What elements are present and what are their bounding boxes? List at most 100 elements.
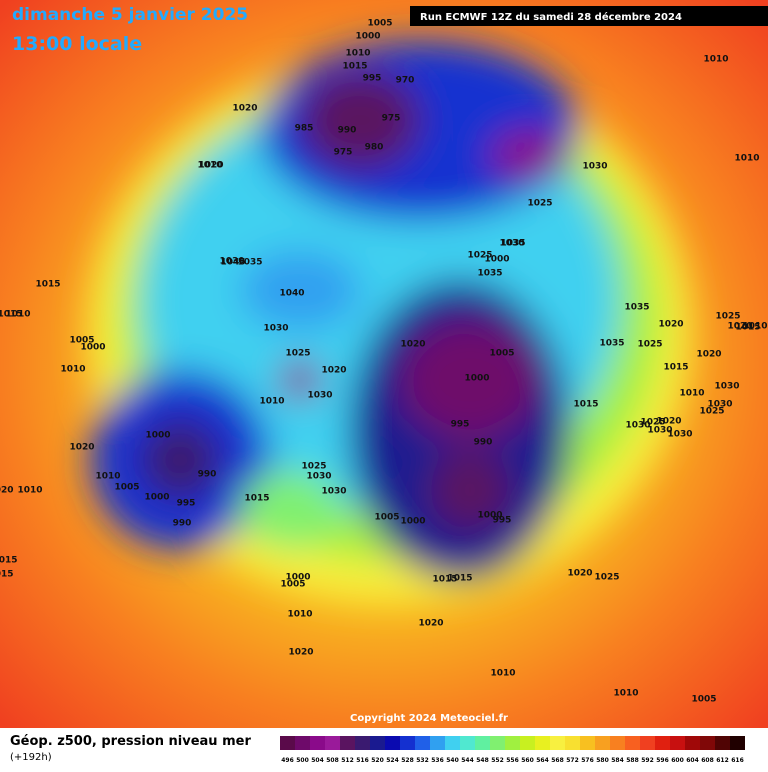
- scale-label: 612: [716, 757, 729, 764]
- scale-swatch: [415, 736, 430, 750]
- scale-swatch: [700, 736, 715, 750]
- scale-swatch: [355, 736, 370, 750]
- scale-swatch: [490, 736, 505, 750]
- scale-label: 556: [506, 757, 519, 764]
- pressure-label: 1030: [263, 324, 288, 334]
- scale-swatch: [655, 736, 670, 750]
- scale-swatch: [370, 736, 385, 750]
- pressure-label: 1020: [321, 366, 346, 376]
- pressure-label: 990: [474, 438, 493, 448]
- scale-swatch: [385, 736, 400, 750]
- scale-label: 616: [731, 757, 744, 764]
- scale-swatch: [580, 736, 595, 750]
- scale-swatch: [325, 736, 340, 750]
- pressure-label: 1040: [279, 289, 304, 299]
- pressure-label: 1010: [703, 55, 728, 65]
- color-scale: 496 500 504 508 512 516 520 524 528 532 536 540 544 5…: [280, 736, 745, 764]
- pressure-label: 985: [295, 124, 314, 134]
- pressure-label: 1015: [432, 575, 457, 585]
- time-title: 13:00 locale: [12, 33, 142, 55]
- scale-swatch: [310, 736, 325, 750]
- pressure-label: 1025: [285, 349, 310, 359]
- scale-label: 540: [446, 757, 459, 764]
- scale-swatch: [445, 736, 460, 750]
- scale-swatch: [625, 736, 640, 750]
- pressure-label: 1030: [667, 430, 692, 440]
- scale-swatch: [460, 736, 475, 750]
- pressure-label: 1010: [287, 610, 312, 620]
- pressure-label: 1030: [582, 162, 607, 172]
- pressure-label: 1000: [484, 255, 509, 265]
- pressure-label: 1010: [259, 397, 284, 407]
- scale-label: 496: [281, 757, 294, 764]
- scale-swatch: [595, 736, 610, 750]
- pressure-label: 990: [173, 519, 192, 529]
- pressure-label: 1030: [499, 239, 524, 249]
- pressure-label: 1035: [237, 258, 262, 268]
- scale-label: 520: [371, 757, 384, 764]
- footer-lead: (+192h): [10, 752, 52, 763]
- pressure-label: 1000: [477, 511, 502, 521]
- scale-label: 532: [416, 757, 429, 764]
- scale-label: 524: [386, 757, 399, 764]
- pressure-label: 1010: [345, 49, 370, 59]
- scale-label: 560: [521, 757, 534, 764]
- scale-label: 596: [656, 757, 669, 764]
- pressure-label: 1010: [5, 310, 30, 320]
- scale-swatch: [565, 736, 580, 750]
- pressure-label: 1030: [707, 400, 732, 410]
- scale-swatch: [535, 736, 550, 750]
- pressure-label: 1030: [321, 487, 346, 497]
- pressure-label: 1030: [219, 257, 244, 267]
- scale-swatch: [670, 736, 685, 750]
- pressure-label: 1015: [573, 400, 598, 410]
- pressure-label: 1010: [60, 365, 85, 375]
- run-info: Run ECMWF 12Z du samedi 28 décembre 2024: [420, 11, 682, 23]
- pressure-label: 1015: [0, 570, 14, 580]
- pressure-label: 1000: [464, 374, 489, 384]
- pressure-label: 1020: [418, 619, 443, 629]
- scale-swatch: [280, 736, 295, 750]
- pressure-label: 1030: [647, 426, 672, 436]
- scale-label: 580: [596, 757, 609, 764]
- pressure-label: 1030: [306, 472, 331, 482]
- pressure-label: 975: [334, 148, 353, 158]
- scale-swatch: [295, 736, 310, 750]
- scale-label: 548: [476, 757, 489, 764]
- pressure-label: 1035: [500, 239, 525, 249]
- pressure-label: 1025: [715, 312, 740, 322]
- pressure-label: 1030: [625, 421, 650, 431]
- pressure-label: 1020: [656, 417, 681, 427]
- scale-label: 604: [686, 757, 699, 764]
- scale-label: 608: [701, 757, 714, 764]
- pressure-label: 1020: [69, 443, 94, 453]
- height-field: [90, 40, 690, 600]
- date-title: dimanche 5 janvier 2025: [12, 5, 248, 25]
- pressure-label: 1010: [734, 154, 759, 164]
- pressure-label: 1025: [637, 340, 662, 350]
- scale-label: 576: [581, 757, 594, 764]
- pressure-label: 1000: [144, 493, 169, 503]
- scale-label: 512: [341, 757, 354, 764]
- pressure-label: 980: [365, 143, 384, 153]
- pressure-label: 1015: [342, 62, 367, 72]
- pressure-label: 1015: [0, 556, 18, 566]
- pressure-label: 1010: [95, 472, 120, 482]
- pressure-label: 1020: [727, 322, 752, 332]
- pressure-label: 1015: [244, 494, 269, 504]
- pressure-label: 1020: [0, 486, 14, 496]
- scale-swatch: [640, 736, 655, 750]
- scale-label: 568: [551, 757, 564, 764]
- pressure-label: 1015: [735, 323, 760, 333]
- pressure-label: 1010: [17, 486, 42, 496]
- pressure-label: 1035: [477, 269, 502, 279]
- pressure-label: 1020: [232, 104, 257, 114]
- pressure-label: 1035: [624, 303, 649, 313]
- pressure-label: 995: [177, 499, 196, 509]
- pressure-label: 1000: [145, 431, 170, 441]
- pressure-label: 1005: [114, 483, 139, 493]
- pressure-label: 1025: [699, 407, 724, 417]
- pressure-label: 1035: [599, 339, 624, 349]
- pressure-label: 1025: [527, 199, 552, 209]
